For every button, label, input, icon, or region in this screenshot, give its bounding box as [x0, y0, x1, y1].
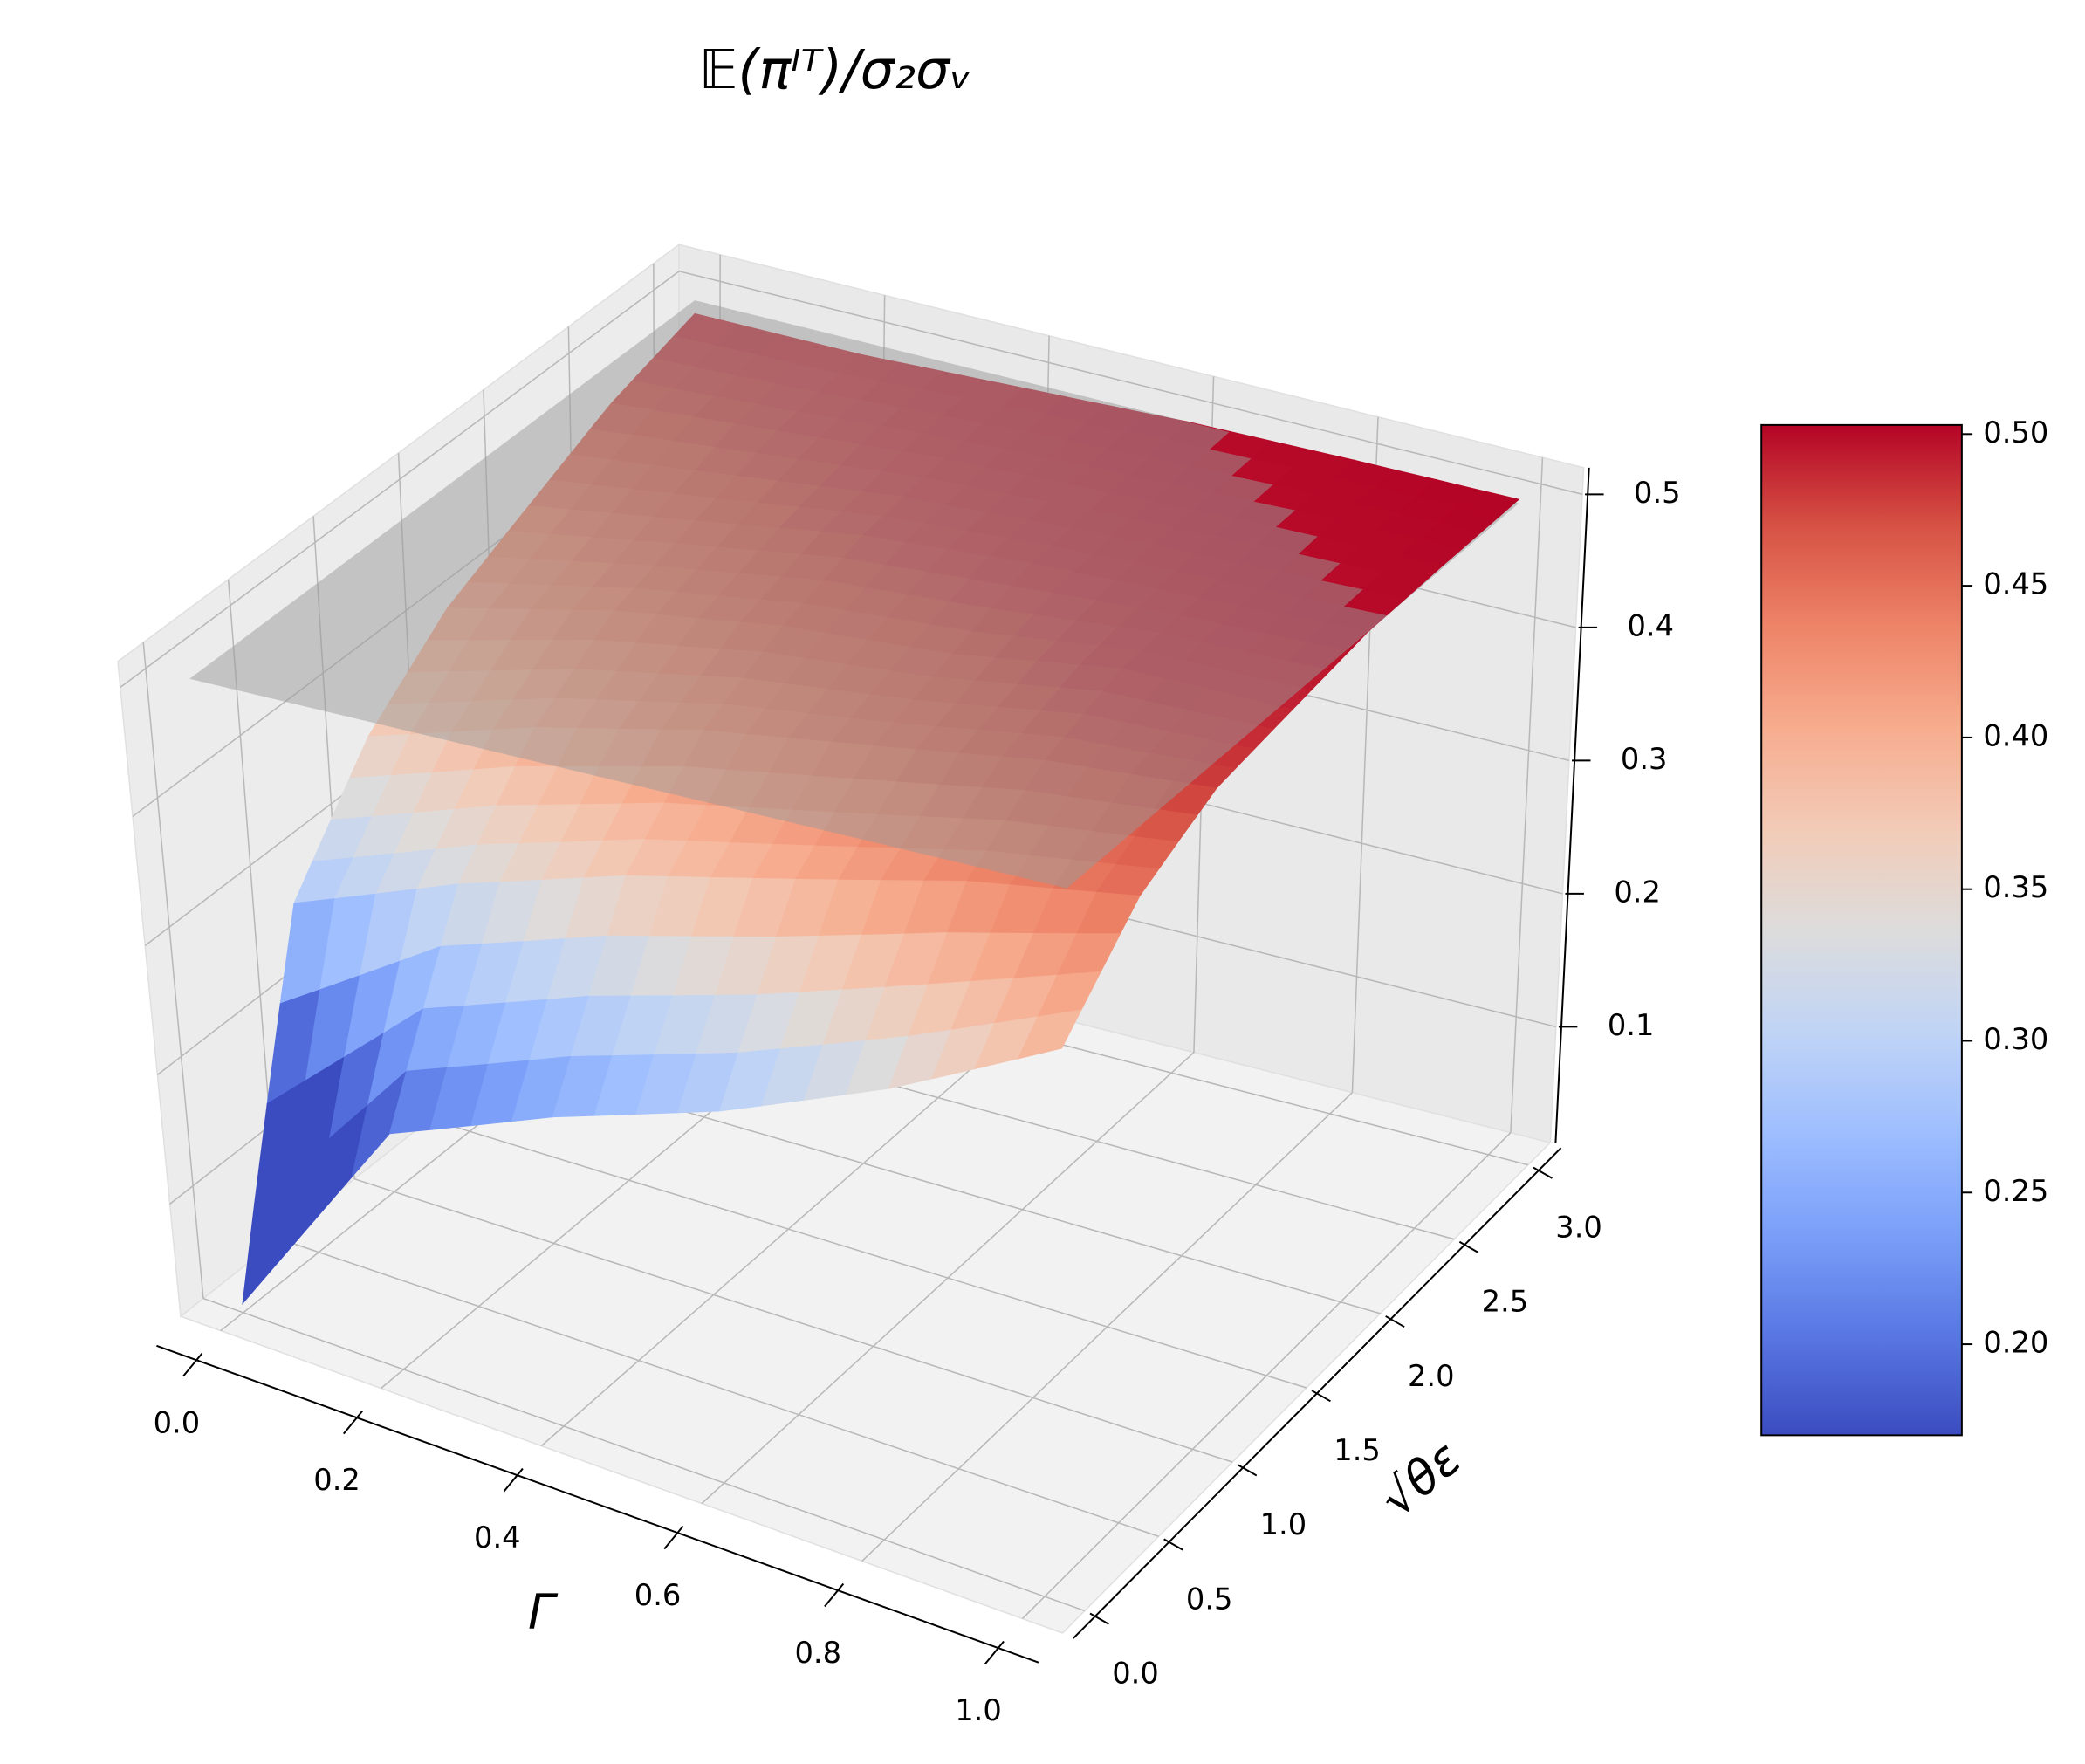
tick-mark	[342, 1410, 363, 1435]
colorbar-tick-label: 0.25	[1983, 1174, 2048, 1208]
colorbar-tick-label: 0.50	[1983, 415, 2048, 450]
grid-line	[202, 1297, 1086, 1612]
reference-plane	[189, 300, 1519, 889]
tick-mark	[1458, 1240, 1479, 1253]
chart-title: 𝔼(πᴵᵀ)/σ₂σᵥ	[699, 39, 972, 101]
z-tick-label: 0.5	[1634, 476, 1681, 510]
y-tick-label: 1.0	[1260, 1507, 1307, 1541]
tick-mark	[1089, 1612, 1109, 1625]
grid-line	[678, 271, 1583, 496]
surface-facet	[1017, 1009, 1082, 1060]
y-tick-label: 2.0	[1408, 1359, 1455, 1393]
tick-mark	[1533, 1166, 1553, 1179]
colorbar-tick-label: 0.45	[1983, 567, 2048, 601]
z-tick-label: 0.1	[1608, 1008, 1655, 1042]
grid-line	[353, 1177, 1233, 1463]
x-tick-label: 0.4	[474, 1520, 521, 1555]
colorbar-tick-label: 0.40	[1983, 718, 2048, 752]
grid-line	[1510, 457, 1544, 1133]
axis-line	[1554, 467, 1590, 1143]
z-tick-label: 0.4	[1627, 608, 1674, 642]
tick-mark	[1311, 1390, 1331, 1403]
z-tick-label: 0.2	[1614, 875, 1661, 909]
tick-mark	[984, 1640, 1005, 1665]
tick-mark	[182, 1352, 203, 1377]
x-tick-label: 0.0	[154, 1405, 201, 1439]
colorbar-tick-label: 0.20	[1983, 1326, 2048, 1360]
grid-line	[278, 1238, 1159, 1538]
tick-mark	[503, 1467, 524, 1493]
y-tick-label: 0.5	[1186, 1582, 1233, 1616]
tick-mark	[1385, 1315, 1405, 1328]
y-axis-label: √θε	[1369, 1430, 1471, 1527]
grid-line	[120, 271, 680, 689]
grid-line	[429, 1118, 1307, 1389]
tick-mark	[1237, 1464, 1258, 1477]
x-axis-label: Γ	[528, 1583, 559, 1639]
grid-line	[142, 642, 204, 1299]
y-tick-label: 1.5	[1334, 1433, 1381, 1467]
y-tick-label: 0.0	[1112, 1656, 1159, 1690]
surface-facet	[1343, 588, 1407, 616]
tick-mark	[663, 1525, 684, 1550]
y-tick-label: 3.0	[1555, 1211, 1602, 1245]
x-tick-label: 1.0	[955, 1693, 1002, 1727]
colorbar	[1760, 423, 1963, 1437]
x-tick-label: 0.8	[795, 1636, 842, 1670]
tick-mark	[824, 1582, 845, 1608]
colorbar-tick-label: 0.35	[1983, 870, 2048, 904]
colorbar-tick-label: 0.30	[1983, 1022, 2048, 1056]
z-tick-label: 0.3	[1621, 742, 1668, 776]
x-tick-label: 0.2	[313, 1463, 360, 1497]
axis-line	[156, 1344, 1039, 1664]
tick-mark	[1163, 1538, 1183, 1551]
y-tick-label: 2.5	[1482, 1285, 1529, 1319]
x-tick-label: 0.6	[634, 1578, 682, 1612]
